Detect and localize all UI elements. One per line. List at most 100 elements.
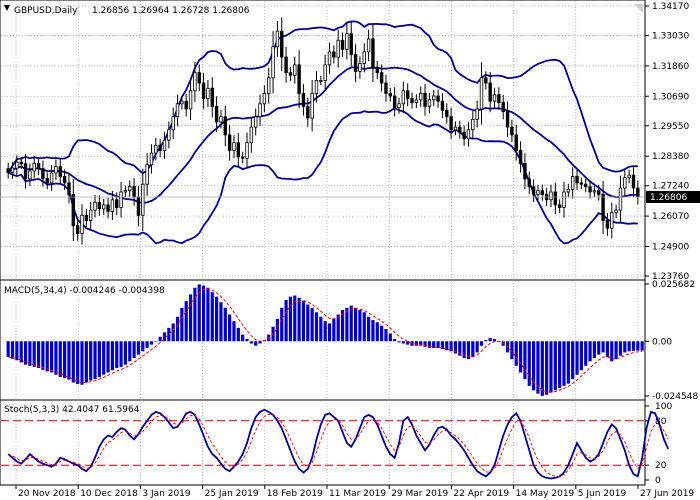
macd-bar: [71, 341, 75, 383]
candle-body: [366, 38, 371, 53]
candle-body: [536, 190, 540, 195]
macd-bar: [484, 340, 488, 342]
macd-bar: [49, 341, 54, 373]
macd-bar: [462, 341, 466, 358]
macd-bar: [588, 341, 592, 362]
menu-triangle-icon[interactable]: [4, 5, 10, 11]
candle-body: [306, 105, 310, 119]
macd-bar: [345, 307, 349, 342]
macd-bar: [219, 302, 223, 342]
macd-bar: [558, 341, 562, 389]
macd-bar: [479, 341, 484, 346]
macd-bar: [180, 307, 184, 342]
candle-body: [479, 77, 484, 110]
date-tick-label: 3 Jan 2019: [142, 489, 190, 499]
macd-bar: [623, 341, 627, 353]
macd-bar: [80, 341, 84, 385]
macd-bar: [640, 341, 644, 351]
macd-bar: [579, 341, 583, 371]
candle-body: [219, 116, 223, 123]
candle-body: [323, 64, 327, 81]
candle-body: [349, 33, 353, 55]
date-tick-label: 10 Dec 2018: [80, 489, 138, 499]
candle-body: [566, 188, 571, 193]
macd-bar: [314, 312, 319, 342]
macd-bar: [175, 316, 180, 342]
candle-body: [436, 95, 440, 102]
macd-bar: [466, 341, 471, 360]
candle-body: [497, 94, 501, 103]
candle-body: [301, 93, 306, 107]
macd-bar: [475, 341, 479, 353]
macd-bar: [514, 341, 518, 366]
macd-bar: [145, 341, 149, 348]
macd-tick-label: 0.025682: [652, 280, 695, 290]
candle-body: [158, 144, 162, 151]
candle-body: [527, 178, 531, 188]
candle-body: [293, 64, 297, 76]
macd-bar: [553, 341, 557, 391]
candle-body: [115, 199, 119, 208]
macd-bar: [132, 341, 136, 358]
corner-triangle-icon[interactable]: [634, 4, 643, 13]
candle-body: [345, 33, 349, 50]
candle-body: [375, 67, 379, 74]
macd-bar: [184, 301, 188, 342]
candle-body: [141, 183, 145, 216]
macd-bar: [89, 341, 93, 381]
macd-bar: [293, 295, 297, 342]
candle-body: [284, 56, 288, 74]
candle-body: [6, 168, 10, 173]
candle-body: [419, 93, 423, 101]
candle-body: [275, 30, 280, 48]
macd-panel[interactable]: [0, 279, 646, 401]
macd-bar: [310, 307, 314, 342]
macd-bar: [510, 341, 514, 360]
price-panel[interactable]: [0, 0, 646, 281]
candle-body: [379, 72, 384, 84]
macd-bar: [445, 341, 449, 351]
macd-bar: [440, 341, 445, 350]
candle-body: [206, 87, 210, 99]
macd-bar: [627, 341, 631, 352]
candle-body: [505, 111, 510, 128]
candle-body: [102, 204, 106, 210]
macd-bar: [423, 341, 427, 347]
macd-bar: [110, 341, 114, 371]
macd-bar: [458, 341, 462, 356]
candle-body: [49, 172, 54, 184]
macd-bar: [375, 322, 379, 342]
candle-body: [84, 214, 89, 221]
candle-body: [280, 30, 284, 58]
price-tick-label: 1.27240: [652, 182, 689, 192]
macd-bar: [58, 341, 62, 377]
candle-body: [93, 201, 97, 211]
macd-signal-line: [8, 288, 643, 393]
candle-body: [262, 93, 267, 105]
candle-body: [353, 54, 358, 72]
axis-labels: 1.34170 1.33030 1.31860 1.30690 1.29550 1.283…: [15, 2, 700, 499]
candle-body: [80, 214, 84, 234]
macd-bar: [584, 341, 588, 366]
macd-bar: [149, 341, 154, 345]
macd-bar: [236, 327, 240, 342]
macd-bar: [215, 296, 219, 342]
macd-bar: [532, 341, 536, 391]
macd-bar: [432, 341, 436, 348]
candle-body: [67, 182, 71, 195]
candle-body: [588, 186, 592, 193]
macd-bar: [414, 341, 418, 346]
macd-header: MACD(5,34,4) -0.004246 -0.004398: [4, 286, 165, 296]
candle-body: [518, 150, 523, 164]
date-tick-label: 25 Jan 2019: [205, 489, 259, 499]
macd-bar: [388, 333, 392, 342]
macd-bar: [228, 314, 232, 342]
candle-body: [136, 196, 141, 216]
macd-bar: [536, 341, 540, 394]
price-tick-label: 1.26070: [652, 212, 689, 222]
candle-body: [579, 182, 584, 185]
macd-bar: [605, 341, 610, 357]
candle-body: [362, 51, 366, 64]
candle-body: [484, 77, 488, 84]
bollinger-upper-line: [7, 20, 638, 175]
